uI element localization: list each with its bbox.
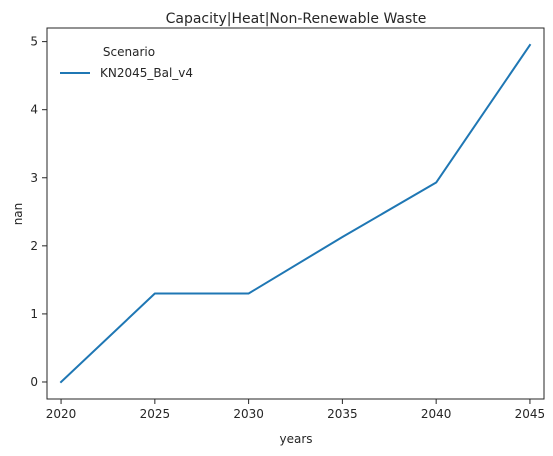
x-tick-label: 2030 — [233, 407, 264, 421]
legend-title: Scenario — [103, 45, 155, 59]
y-axis: 0 1 2 3 4 5 — [30, 35, 47, 389]
x-axis-label: years — [279, 432, 312, 446]
x-tick-label: 2035 — [327, 407, 358, 421]
series-line — [59, 43, 532, 384]
series-layer — [59, 43, 532, 384]
y-tick-label: 3 — [30, 171, 38, 185]
y-tick-label: 0 — [30, 375, 38, 389]
y-axis-label: nan — [11, 203, 25, 226]
x-tick-label: 2045 — [515, 407, 546, 421]
x-tick-label: 2020 — [46, 407, 77, 421]
legend-entry: KN2045_Bal_v4 — [100, 66, 193, 80]
chart-title: Capacity|Heat|Non-Renewable Waste — [166, 11, 427, 27]
x-tick-label: 2025 — [140, 407, 171, 421]
y-tick-label: 4 — [30, 103, 38, 117]
legend: Scenario KN2045_Bal_v4 — [60, 45, 193, 80]
y-tick-label: 2 — [30, 239, 38, 253]
x-tick-label: 2040 — [421, 407, 452, 421]
x-axis: 2020 2025 2030 2035 2040 2045 — [46, 399, 545, 421]
y-tick-label: 5 — [30, 35, 38, 49]
y-tick-label: 1 — [30, 307, 38, 321]
plot-area — [46, 27, 545, 400]
